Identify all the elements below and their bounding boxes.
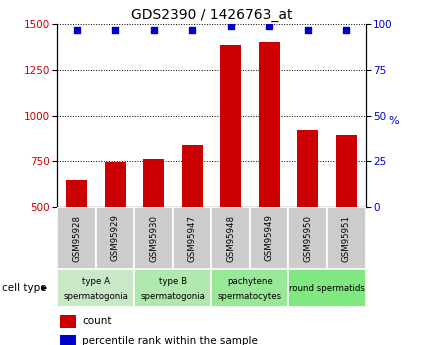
Bar — [211, 269, 289, 307]
Text: spermatogonia: spermatogonia — [63, 292, 128, 301]
Text: GSM95951: GSM95951 — [342, 215, 351, 262]
Bar — [289, 207, 327, 269]
Text: spermatocytes: spermatocytes — [218, 292, 282, 301]
Bar — [134, 269, 211, 307]
Bar — [211, 207, 250, 269]
Bar — [60, 315, 76, 328]
Bar — [336, 135, 357, 298]
Point — [73, 27, 80, 32]
Text: GSM95950: GSM95950 — [303, 215, 312, 262]
Y-axis label: %: % — [389, 116, 399, 126]
Bar — [134, 207, 173, 269]
Point — [266, 23, 272, 29]
Text: pachytene: pachytene — [227, 277, 273, 286]
Bar — [60, 335, 76, 345]
Text: percentile rank within the sample: percentile rank within the sample — [82, 336, 258, 345]
Text: GSM95949: GSM95949 — [265, 215, 274, 262]
Text: GSM95928: GSM95928 — [72, 215, 81, 262]
Bar — [250, 207, 289, 269]
Bar — [289, 269, 366, 307]
Bar — [57, 269, 134, 307]
Point — [343, 27, 350, 32]
Point — [304, 27, 311, 32]
Text: cell type: cell type — [2, 283, 47, 293]
Bar — [327, 207, 366, 269]
Text: spermatogonia: spermatogonia — [141, 292, 205, 301]
Text: GSM95929: GSM95929 — [110, 215, 120, 262]
Point — [227, 23, 234, 29]
Bar — [96, 207, 134, 269]
Text: type B: type B — [159, 277, 187, 286]
Text: count: count — [82, 316, 111, 326]
Text: type A: type A — [82, 277, 110, 286]
Bar — [105, 162, 126, 298]
Text: GSM95948: GSM95948 — [226, 215, 235, 262]
Point — [150, 27, 157, 32]
Bar — [173, 207, 211, 269]
Bar — [259, 42, 280, 298]
Bar — [297, 130, 318, 298]
Bar — [57, 207, 96, 269]
Text: GSM95930: GSM95930 — [149, 215, 158, 262]
Bar — [66, 179, 87, 298]
Bar — [181, 145, 203, 298]
Title: GDS2390 / 1426763_at: GDS2390 / 1426763_at — [131, 8, 292, 22]
Text: GSM95947: GSM95947 — [188, 215, 197, 262]
Point — [189, 27, 196, 32]
Point — [112, 27, 119, 32]
Bar — [220, 45, 241, 298]
Bar — [143, 159, 164, 298]
Text: round spermatids: round spermatids — [289, 284, 365, 293]
